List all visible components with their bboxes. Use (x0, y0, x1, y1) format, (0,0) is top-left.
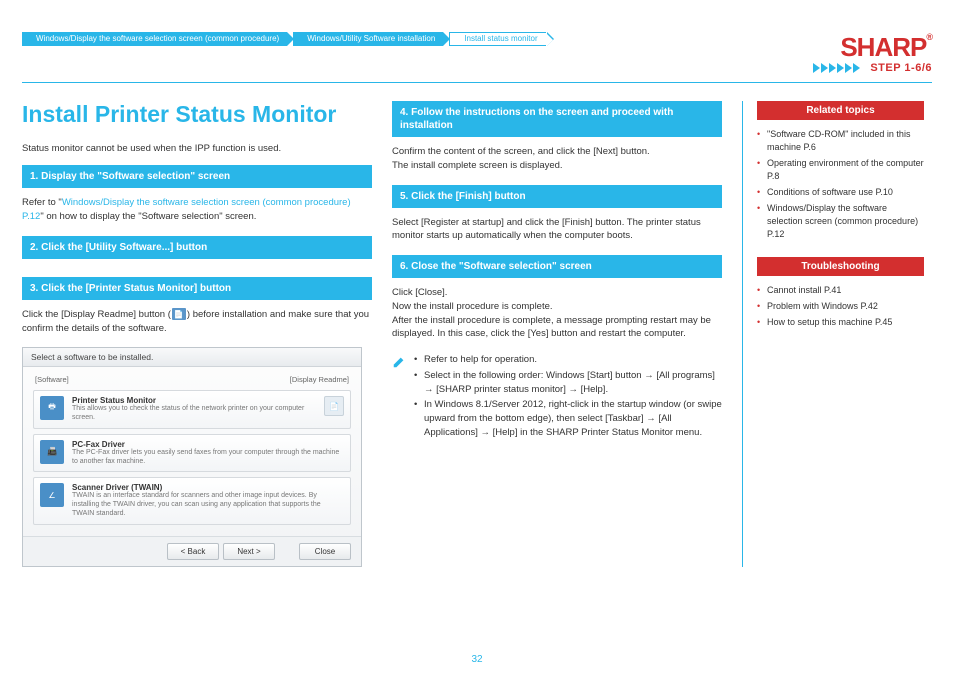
page-title: Install Printer Status Monitor (22, 101, 372, 128)
page-number: 32 (0, 654, 954, 665)
col-readme: [Display Readme] (290, 375, 349, 384)
trouble-link[interactable]: Cannot install P.41 (757, 284, 924, 297)
software-desc: TWAIN is an interface standard for scann… (72, 492, 344, 518)
software-name: PC-Fax Driver (72, 440, 344, 449)
step4-body: Confirm the content of the screen, and c… (392, 145, 722, 173)
related-topics-heading: Related topics (757, 101, 924, 120)
left-column: Install Printer Status Monitor Status mo… (22, 101, 372, 567)
troubleshooting-list: Cannot install P.41 Problem with Windows… (757, 284, 924, 329)
troubleshooting-heading: Troubleshooting (757, 257, 924, 276)
scanner-icon: ∠ (40, 483, 64, 507)
note-item: Refer to help for operation. (414, 353, 722, 367)
text: " on how to display the "Software select… (40, 211, 256, 222)
trouble-link[interactable]: How to setup this machine P.45 (757, 316, 924, 329)
step-indicator: STEP 1-6/6 (813, 62, 932, 74)
header-divider (22, 82, 932, 83)
software-selection-dialog: Select a software to be installed. [Soft… (22, 347, 362, 566)
dialog-title: Select a software to be installed. (23, 348, 361, 367)
right-column: 4. Follow the instructions on the screen… (392, 101, 722, 567)
readme-button[interactable]: 📄 (324, 396, 344, 416)
intro-text: Status monitor cannot be used when the I… (22, 142, 372, 155)
step-heading-5: 5. Click the [Finish] button (392, 185, 722, 208)
related-link[interactable]: "Software CD-ROM" included in this machi… (757, 128, 924, 154)
related-link[interactable]: Conditions of software use P.10 (757, 186, 924, 199)
printer-status-icon: 🖶 (40, 396, 64, 420)
close-button[interactable]: Close (299, 543, 351, 560)
page-header: SHARP® Windows/Display the software sele… (22, 32, 932, 76)
step-heading-3: 3. Click the [Printer Status Monitor] bu… (22, 277, 372, 300)
software-item[interactable]: 📠 PC-Fax Driver The PC-Fax driver lets y… (33, 434, 351, 473)
breadcrumb-item-current: Install status monitor (449, 32, 545, 46)
text: Refer to " (22, 197, 62, 208)
readme-icon: 📄 (172, 308, 186, 320)
progress-triangles-icon (813, 63, 860, 73)
note-item: Select in the following order: Windows [… (414, 369, 722, 397)
step-heading-2: 2. Click the [Utility Software...] butto… (22, 236, 372, 259)
step-heading-1: 1. Display the "Software selection" scre… (22, 165, 372, 188)
breadcrumb-item[interactable]: Windows/Display the software selection s… (22, 32, 287, 46)
step-heading-6: 6. Close the "Software selection" screen (392, 255, 722, 278)
related-link[interactable]: Windows/Display the software selection s… (757, 202, 924, 241)
dialog-column-headers: [Software] [Display Readme] (33, 375, 351, 384)
logo-text: SHARP (840, 32, 926, 62)
next-button[interactable]: Next > (223, 543, 275, 560)
step3-body: Click the [Display Readme] button (📄) be… (22, 308, 372, 336)
sharp-logo: SHARP® (840, 32, 932, 63)
trouble-link[interactable]: Problem with Windows P.42 (757, 300, 924, 313)
step-label: STEP 1-6/6 (870, 62, 932, 74)
related-topics-list: "Software CD-ROM" included in this machi… (757, 128, 924, 241)
related-link[interactable]: Operating environment of the computer P.… (757, 157, 924, 183)
software-item[interactable]: 🖶 Printer Status Monitor This allows you… (33, 390, 351, 429)
note-box: Refer to help for operation. Select in t… (392, 353, 722, 442)
col-software: [Software] (35, 375, 69, 384)
step1-body: Refer to "Windows/Display the software s… (22, 196, 372, 224)
software-name: Printer Status Monitor (72, 396, 316, 405)
text: Click the [Display Readme] button ( (22, 309, 171, 320)
software-name: Scanner Driver (TWAIN) (72, 483, 344, 492)
breadcrumb: Windows/Display the software selection s… (22, 32, 932, 46)
software-desc: The PC-Fax driver lets you easily send f… (72, 449, 344, 467)
software-item[interactable]: ∠ Scanner Driver (TWAIN) TWAIN is an int… (33, 477, 351, 524)
step-heading-4: 4. Follow the instructions on the screen… (392, 101, 722, 137)
main-content: Install Printer Status Monitor Status mo… (22, 101, 932, 567)
back-button[interactable]: < Back (167, 543, 219, 560)
step5-body: Select [Register at startup] and click t… (392, 216, 722, 244)
sidebar: Related topics "Software CD-ROM" include… (742, 101, 924, 567)
fax-icon: 📠 (40, 440, 64, 464)
note-item: In Windows 8.1/Server 2012, right-click … (414, 398, 722, 439)
dialog-footer: < Back Next > Close (23, 536, 361, 566)
breadcrumb-item[interactable]: Windows/Utility Software installation (293, 32, 443, 46)
step6-body: Click [Close]. Now the install procedure… (392, 286, 722, 341)
software-desc: This allows you to check the status of t… (72, 405, 316, 423)
pencil-icon (392, 355, 406, 369)
